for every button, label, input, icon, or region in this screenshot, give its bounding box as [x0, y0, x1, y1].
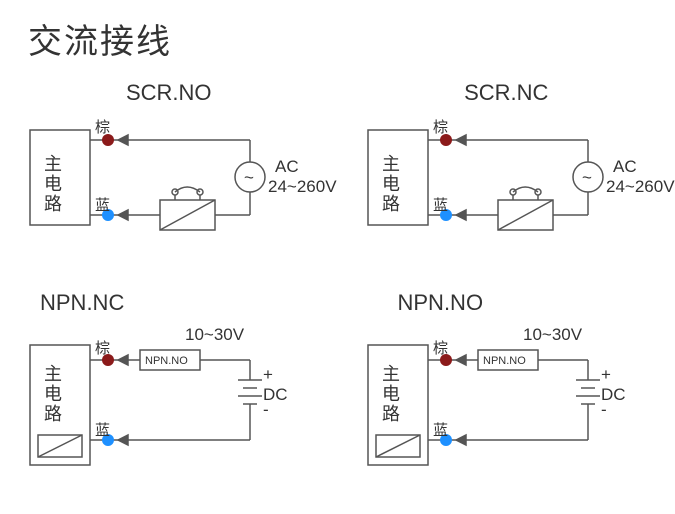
- diagram-npn-nc: NPN.NC: [0, 290, 338, 500]
- diagram-svg: 主 电 路 棕 蓝 ~ AC 24~260V: [0, 110, 340, 290]
- diagram-title: NPN.NC: [0, 290, 308, 316]
- ac-symbol: ~: [244, 168, 254, 187]
- dc-volt-label: 10~30V: [185, 325, 245, 344]
- diagram-npn-no: NPN.NO 主 电 路: [338, 290, 675, 500]
- ac-label-2: 24~260V: [268, 177, 337, 196]
- pin-bot-label: 蓝: [433, 422, 448, 439]
- pin-top-label: 棕: [433, 119, 448, 136]
- box-label-2: 电: [44, 384, 62, 404]
- box-label-1: 主: [382, 364, 400, 384]
- pin-bot-label: 蓝: [95, 422, 110, 439]
- pin-top-label: 棕: [95, 340, 110, 357]
- npn-box-label: NPN.NO: [145, 355, 188, 367]
- dc-plus: +: [263, 365, 273, 384]
- ac-label-1: AC: [613, 157, 637, 176]
- ac-symbol: ~: [582, 168, 592, 187]
- diagram-svg: 主 电 路 棕 蓝 NPN.NO 10~30V + DC -: [338, 320, 675, 500]
- pin-top-label: 棕: [433, 340, 448, 357]
- box-label-3: 路: [382, 404, 400, 424]
- pin-top-label: 棕: [95, 119, 110, 136]
- diagram-title: SCR.NC: [338, 80, 675, 106]
- pin-bot-label: 蓝: [95, 197, 110, 214]
- ac-label-2: 24~260V: [606, 177, 675, 196]
- box-label-3: 路: [44, 194, 62, 214]
- box-label-2: 电: [382, 174, 400, 194]
- diagram-svg: 主 电 路 棕 蓝 ~ AC 24~260V: [338, 110, 675, 290]
- box-label-1: 主: [44, 154, 62, 174]
- dc-minus: -: [263, 400, 269, 419]
- diagram-scr-no: SCR.NO: [0, 80, 338, 290]
- box-label-3: 路: [382, 194, 400, 214]
- dc-plus: +: [601, 365, 611, 384]
- box-label-1: 主: [44, 364, 62, 384]
- diagram-title: NPN.NO: [308, 290, 646, 316]
- dc-volt-label: 10~30V: [523, 325, 583, 344]
- box-label-1: 主: [382, 154, 400, 174]
- pin-bot-label: 蓝: [433, 197, 448, 214]
- diagram-grid: SCR.NO: [0, 80, 675, 500]
- box-label-2: 电: [44, 174, 62, 194]
- diagram-title: SCR.NO: [0, 80, 338, 106]
- box-label-3: 路: [44, 404, 62, 424]
- page-title: 交流接线: [28, 14, 172, 63]
- ac-label-1: AC: [275, 157, 299, 176]
- dc-minus: -: [601, 400, 607, 419]
- npn-box-label: NPN.NO: [483, 355, 526, 367]
- diagram-svg: 主 电 路 棕 蓝 NPN.NO 10~30V + DC -: [0, 320, 340, 500]
- diagram-scr-nc: SCR.NC 主 电: [338, 80, 675, 290]
- box-label-2: 电: [382, 384, 400, 404]
